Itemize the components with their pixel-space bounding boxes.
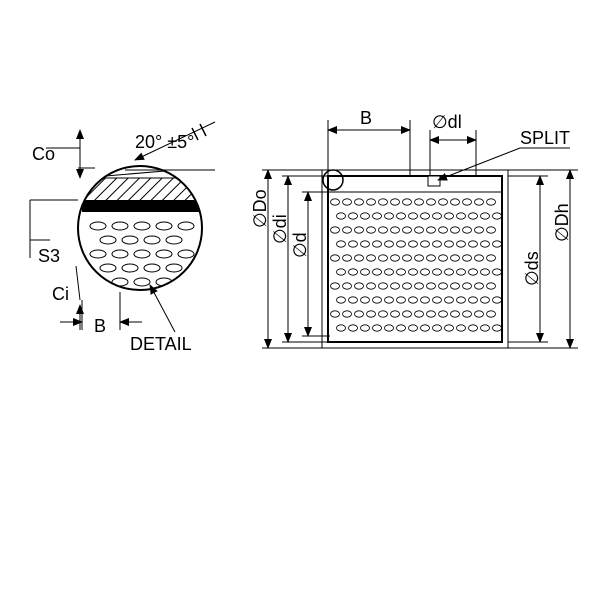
label-co: Co	[32, 144, 55, 164]
label-split: SPLIT	[520, 128, 570, 148]
label-di: ∅di	[270, 214, 290, 244]
label-ds: ∅ds	[522, 251, 542, 286]
label-detail-title: DETAIL	[130, 334, 192, 354]
detail-view: Co 20° ±5° S3 Ci B DETAIL	[30, 122, 215, 354]
label-ci: Ci	[52, 284, 69, 304]
label-do: ∅Do	[250, 189, 270, 228]
label-dh: ∅Dh	[552, 203, 572, 242]
engineering-diagram: Co 20° ±5° S3 Ci B DETAIL	[0, 0, 600, 600]
label-s3: S3	[38, 246, 60, 266]
label-dl: ∅dl	[432, 112, 462, 132]
main-view: B ∅dl SPLIT ∅Do ∅di ∅d ∅ds ∅Dh	[250, 108, 578, 348]
label-b-main: B	[360, 108, 372, 128]
label-angle: 20° ±5°	[135, 132, 194, 152]
label-b-detail: B	[94, 316, 106, 336]
label-d: ∅d	[290, 232, 310, 258]
